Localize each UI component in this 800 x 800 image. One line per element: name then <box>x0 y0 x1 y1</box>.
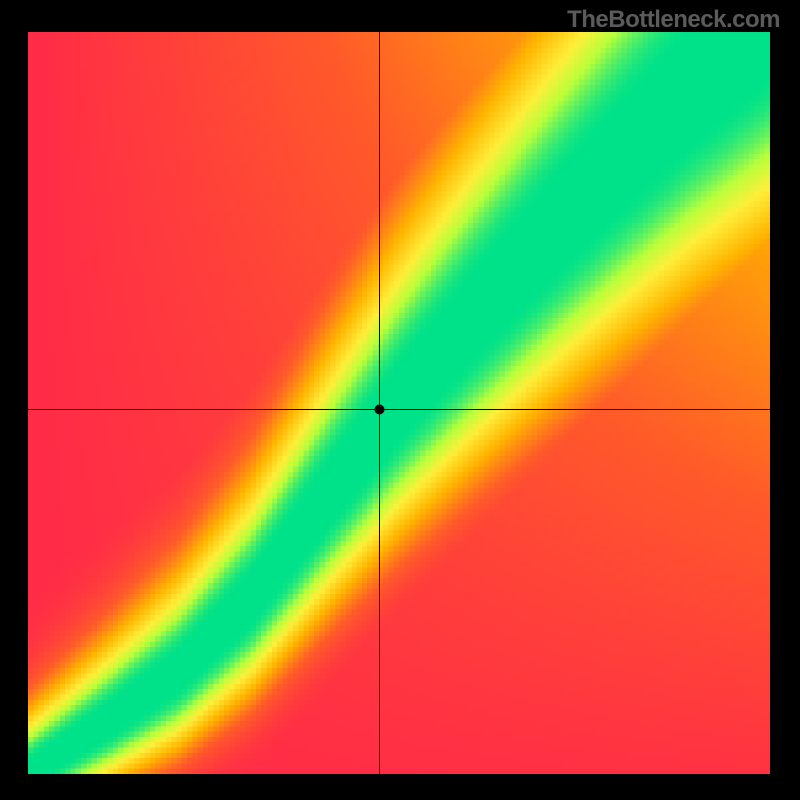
watermark-text: TheBottleneck.com <box>567 6 780 34</box>
crosshair-overlay <box>28 32 770 774</box>
